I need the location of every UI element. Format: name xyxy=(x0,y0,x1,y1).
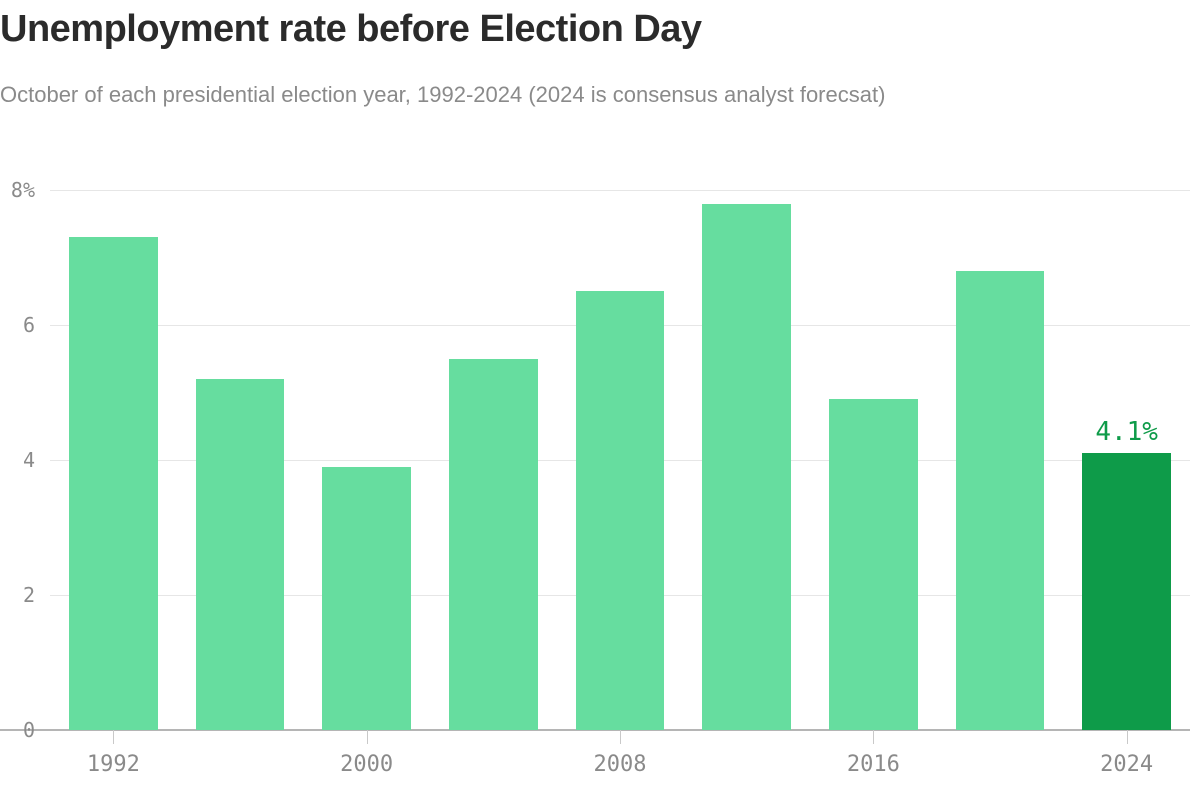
bar-2020 xyxy=(956,271,1045,730)
bar-1996 xyxy=(196,379,285,730)
y-tick-label: 2 xyxy=(0,583,35,607)
bar-value-label: 4.1% xyxy=(1095,417,1158,447)
y-tick-label: 4 xyxy=(0,448,35,472)
bar-2024 xyxy=(1082,453,1171,730)
chart-subtitle: October of each presidential election ye… xyxy=(0,82,885,108)
x-tick-mark xyxy=(873,730,874,744)
x-tick-mark xyxy=(113,730,114,744)
chart-container: Unemployment rate before Election Day Oc… xyxy=(0,0,1200,812)
bar-2004 xyxy=(449,359,538,730)
y-gridline xyxy=(50,190,1190,191)
y-tick-label: 8% xyxy=(0,178,35,202)
y-tick-label: 0 xyxy=(0,718,35,742)
bar-2012 xyxy=(702,204,791,730)
bar-2000 xyxy=(322,467,411,730)
x-tick-mark xyxy=(620,730,621,744)
x-tick-label: 2016 xyxy=(847,752,900,777)
x-tick-mark xyxy=(1127,730,1128,744)
bar-2016 xyxy=(829,399,918,730)
y-tick-label: 6 xyxy=(0,313,35,337)
bar-1992 xyxy=(69,237,158,730)
x-tick-label: 2008 xyxy=(594,752,647,777)
x-tick-label: 1992 xyxy=(87,752,140,777)
chart-title: Unemployment rate before Election Day xyxy=(0,8,702,51)
plot-area: 02468%4.1%19922000200820162024 xyxy=(50,170,1190,730)
x-tick-label: 2000 xyxy=(340,752,393,777)
bar-2008 xyxy=(576,291,665,730)
x-tick-mark xyxy=(367,730,368,744)
x-tick-label: 2024 xyxy=(1100,752,1153,777)
